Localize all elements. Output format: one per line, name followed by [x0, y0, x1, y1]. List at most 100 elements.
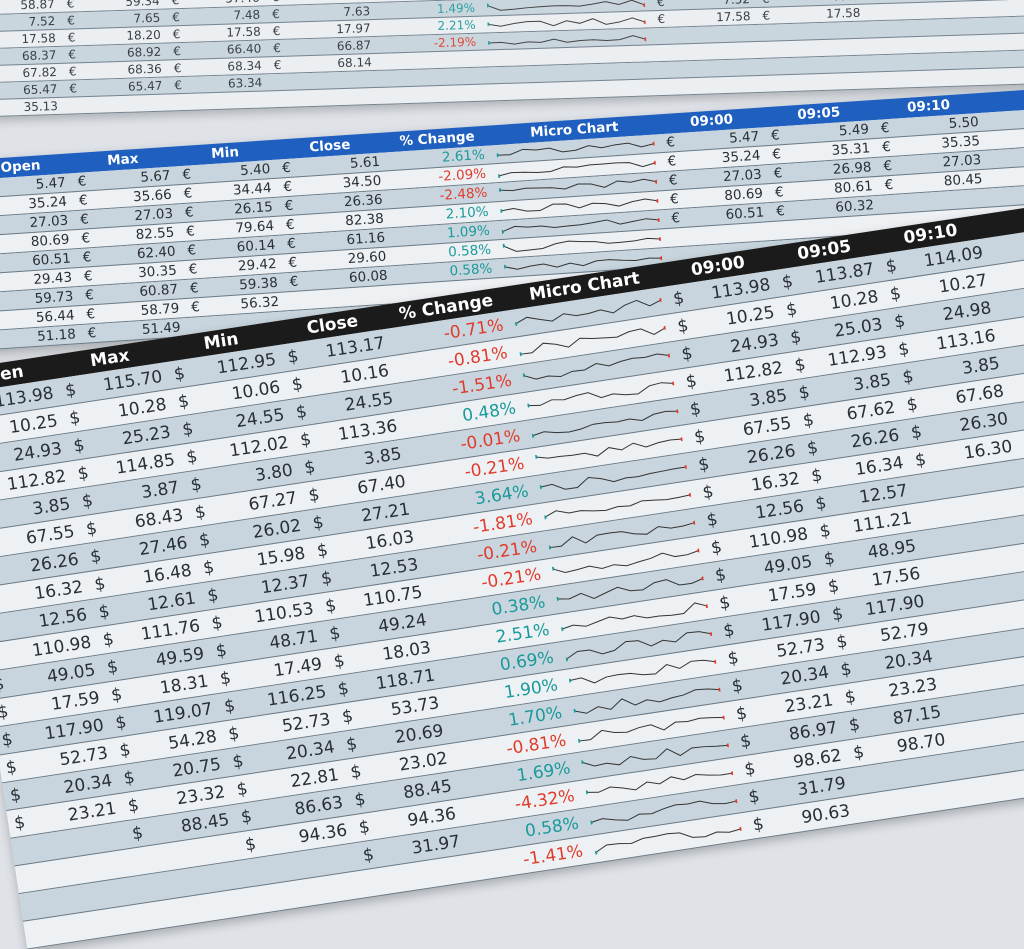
price-value: 18.31 [159, 671, 210, 698]
price-cell: €35.13 [0, 98, 64, 117]
price-value: 117.90 [43, 715, 105, 744]
sparkline [488, 17, 646, 28]
price-value: 67.62 [845, 397, 896, 424]
price-value: 12.56 [37, 604, 88, 631]
price-value: 66.40 [227, 42, 262, 57]
price-value: 94.36 [297, 820, 348, 847]
price-value: 82.55 [135, 225, 175, 244]
currency-symbol: $ [697, 454, 711, 475]
sparkline-marker [654, 161, 656, 165]
price-value: 67.68 [954, 381, 1005, 408]
price-value: 113.98 [710, 274, 772, 303]
currency-symbol: € [273, 41, 281, 55]
sparkline-marker [739, 826, 742, 831]
price-cell [64, 95, 169, 114]
price-value: 115.70 [102, 366, 164, 395]
price-value: 34.44 [232, 180, 272, 199]
sparkline-marker [531, 433, 535, 438]
sparkline-marker [496, 153, 499, 157]
currency-symbol: $ [89, 546, 103, 567]
currency-symbol: € [776, 203, 786, 220]
sparkline-marker [556, 597, 559, 602]
percent-change: 2.21% [376, 17, 481, 36]
price-value: 24.55 [343, 388, 394, 415]
price-value: 7.65 [133, 11, 160, 26]
price-value: 49.05 [762, 551, 813, 578]
sparkline-marker [552, 566, 555, 571]
currency-symbol: $ [223, 695, 237, 716]
price-value: 3.85 [748, 385, 788, 410]
currency-symbol: € [68, 30, 76, 44]
currency-symbol: $ [814, 493, 828, 514]
currency-symbol: $ [357, 816, 371, 837]
price-value: 111.76 [140, 616, 202, 645]
currency-symbol: $ [4, 757, 18, 778]
currency-symbol: $ [701, 481, 715, 502]
price-value: 7.63 [343, 4, 370, 19]
sparkline-marker [522, 373, 525, 378]
price-value: 30.35 [138, 263, 178, 282]
price-value: 68.14 [337, 55, 372, 70]
currency-symbol: $ [68, 407, 82, 428]
currency-symbol: € [83, 268, 93, 285]
price-value: 113.36 [337, 416, 399, 445]
sparkline-marker [573, 708, 576, 713]
price-value: 59.34 [125, 0, 160, 9]
sparkline-svg [488, 31, 646, 47]
sparkline-marker [676, 409, 679, 414]
price-value: 23.32 [175, 782, 226, 809]
price-value: 5.40 [240, 161, 271, 179]
sparkline-marker [680, 437, 683, 442]
currency-symbol: $ [76, 463, 90, 484]
price-value: 20.69 [394, 720, 445, 747]
price-value: 80.45 [943, 171, 983, 190]
currency-symbol: $ [802, 409, 816, 430]
currency-symbol: $ [0, 646, 1, 667]
currency-symbol: € [174, 78, 182, 92]
currency-symbol: $ [843, 686, 857, 707]
price-value: 62.40 [136, 244, 176, 263]
price-value: 7.52 [28, 14, 55, 29]
price-cell: €65.47 [63, 78, 168, 97]
currency-symbol: $ [0, 729, 14, 750]
price-value: 58.87 [20, 0, 55, 12]
currency-symbol: € [283, 179, 293, 196]
percent-change: -2.19% [377, 34, 482, 53]
currency-symbol: $ [97, 601, 111, 622]
price-value: 26.02 [251, 515, 302, 542]
price-value: 23.23 [887, 674, 938, 701]
currency-symbol: $ [718, 592, 732, 613]
price-value: 18.03 [381, 637, 432, 664]
currency-symbol: € [884, 177, 894, 194]
currency-symbol: € [667, 153, 677, 170]
currency-symbol: $ [345, 733, 359, 754]
price-value: 17.58 [826, 6, 861, 21]
price-value: 27.46 [138, 533, 189, 560]
currency-symbol: $ [0, 674, 6, 695]
currency-symbol: € [82, 249, 92, 266]
currency-symbol: € [184, 204, 194, 221]
currency-symbol: $ [101, 629, 115, 650]
price-value: 3.85 [852, 370, 892, 395]
currency-symbol: € [173, 44, 181, 58]
price-cell: €17.58 [651, 8, 756, 27]
currency-symbol: € [171, 0, 179, 7]
currency-symbol: $ [349, 761, 363, 782]
price-value: 113.98 [0, 383, 55, 412]
currency-symbol: € [69, 81, 77, 95]
currency-symbol: € [882, 139, 892, 156]
sparkline-svg [487, 0, 645, 13]
price-value: 7.49 [833, 0, 860, 4]
price-value: 26.36 [343, 192, 383, 211]
currency-symbol: $ [193, 501, 207, 522]
price-value: 67.40 [356, 471, 407, 498]
price-value: 7.52 [723, 0, 750, 7]
currency-symbol: $ [244, 834, 258, 855]
price-value: 80.69 [30, 232, 70, 251]
price-value: 119.07 [152, 699, 214, 728]
sparkline-marker [657, 218, 659, 222]
currency-symbol: $ [240, 806, 254, 827]
price-cell [868, 69, 978, 88]
currency-symbol: $ [127, 795, 141, 816]
price-value: 113.87 [814, 259, 876, 288]
